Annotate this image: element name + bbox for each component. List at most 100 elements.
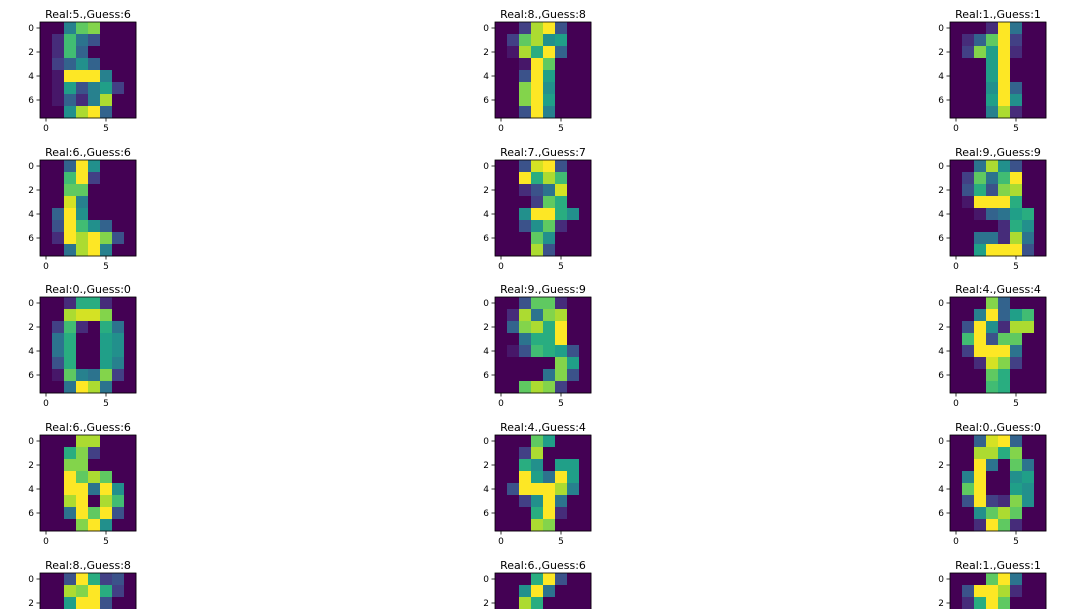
- heatmap-cell: [1010, 585, 1023, 598]
- heatmap-cell: [40, 573, 53, 586]
- y-tick-label: 4: [483, 347, 489, 357]
- heatmap-cell: [543, 435, 556, 448]
- heatmap-cell: [950, 196, 963, 209]
- heatmap-cell: [531, 345, 544, 358]
- heatmap-cell: [974, 70, 987, 83]
- heatmap-cell: [64, 345, 77, 358]
- heatmap-cell: [555, 160, 568, 173]
- heatmap-cell: [974, 357, 987, 370]
- heatmap-cell: [962, 172, 975, 185]
- heatmap-cell: [40, 106, 53, 119]
- y-tick-label: 0: [28, 299, 34, 309]
- heatmap-cell: [124, 471, 137, 484]
- heatmap-cell: [495, 507, 508, 520]
- heatmap-cell: [962, 447, 975, 460]
- heatmap-cell: [519, 46, 532, 59]
- heatmap-cell: [519, 220, 532, 233]
- heatmap-cell: [974, 459, 987, 472]
- heatmap-cell: [962, 369, 975, 382]
- heatmap-cell: [531, 58, 544, 71]
- y-tick-label: 0: [28, 162, 34, 172]
- heatmap-cell: [100, 196, 113, 209]
- panel-title: Real:8.,Guess:8: [45, 559, 131, 572]
- heatmap-cell: [507, 160, 520, 173]
- heatmap-cell: [986, 585, 999, 598]
- heatmap-cell: [531, 172, 544, 185]
- heatmap-cell: [555, 22, 568, 35]
- heatmap-cell: [950, 573, 963, 586]
- heatmap-cell: [962, 160, 975, 173]
- heatmap-cell: [519, 34, 532, 47]
- heatmap-cell: [100, 507, 113, 520]
- heatmap-cell: [52, 184, 65, 197]
- heatmap-cell: [519, 507, 532, 520]
- heatmap-cell: [64, 321, 77, 334]
- heatmap-cell: [986, 172, 999, 185]
- heatmap-cell: [1010, 58, 1023, 71]
- heatmap-cell: [567, 519, 580, 532]
- heatmap-cell: [112, 471, 125, 484]
- heatmap-cell: [88, 94, 101, 107]
- heatmap-cell: [1010, 369, 1023, 382]
- heatmap-cell: [507, 333, 520, 346]
- x-tick-label: 0: [498, 262, 504, 272]
- heatmap-cell: [998, 34, 1011, 47]
- heatmap-cell: [950, 471, 963, 484]
- heatmap-cell: [519, 184, 532, 197]
- heatmap-cell: [124, 22, 137, 35]
- heatmap-cell: [986, 184, 999, 197]
- heatmap-cell: [64, 46, 77, 59]
- heatmap-cell: [1022, 82, 1035, 95]
- heatmap-cell: [986, 208, 999, 221]
- heatmap-cell: [986, 333, 999, 346]
- heatmap-cell: [40, 597, 53, 609]
- heatmap-cell: [950, 507, 963, 520]
- axes-frame: [949, 296, 1047, 394]
- heatmap-cell: [88, 196, 101, 209]
- axes-frame: [949, 434, 1047, 532]
- heatmap-cell: [519, 459, 532, 472]
- heatmap-cell: [579, 483, 592, 496]
- heatmap-cell: [88, 585, 101, 598]
- heatmap-cell: [40, 244, 53, 257]
- heatmap-cell: [543, 196, 556, 209]
- heatmap-cell: [1022, 447, 1035, 460]
- heatmap-cell: [1010, 597, 1023, 609]
- heatmap-cell: [519, 435, 532, 448]
- axes-frame: [39, 296, 137, 394]
- heatmap-cell: [998, 369, 1011, 382]
- heatmap-cell: [567, 46, 580, 59]
- heatmap-cell: [974, 172, 987, 185]
- heatmap-cell: [100, 483, 113, 496]
- heatmap-cell: [1022, 597, 1035, 609]
- heatmap-cell: [1034, 196, 1047, 209]
- heatmap-cell: [88, 220, 101, 233]
- heatmap-cell: [88, 483, 101, 496]
- heatmap-cell: [88, 345, 101, 358]
- heatmap-cell: [507, 573, 520, 586]
- heatmap-cell: [555, 220, 568, 233]
- heatmap-cell: [531, 519, 544, 532]
- heatmap-cell: [112, 519, 125, 532]
- heatmap-cell: [567, 172, 580, 185]
- digit-panel: Real:9.,Guess:9 0 2 4 6 0 5: [938, 146, 1047, 272]
- heatmap-cell: [64, 220, 77, 233]
- heatmap-cell: [1034, 345, 1047, 358]
- heatmap-cell: [986, 232, 999, 245]
- heatmap-cell: [962, 297, 975, 310]
- heatmap-cell: [962, 34, 975, 47]
- heatmap-cell: [124, 208, 137, 221]
- heatmap-cell: [950, 345, 963, 358]
- heatmap-cell: [112, 495, 125, 508]
- heatmap-cell: [1022, 333, 1035, 346]
- heatmap-cell: [1034, 220, 1047, 233]
- heatmap-cell: [974, 483, 987, 496]
- y-tick-label: 2: [483, 186, 489, 196]
- heatmap-cell: [974, 519, 987, 532]
- heatmap-cell: [567, 160, 580, 173]
- axes-frame: [494, 21, 592, 119]
- heatmap-cell: [567, 94, 580, 107]
- heatmap-cell: [1022, 381, 1035, 394]
- heatmap-cell: [1022, 345, 1035, 358]
- heatmap-cell: [88, 435, 101, 448]
